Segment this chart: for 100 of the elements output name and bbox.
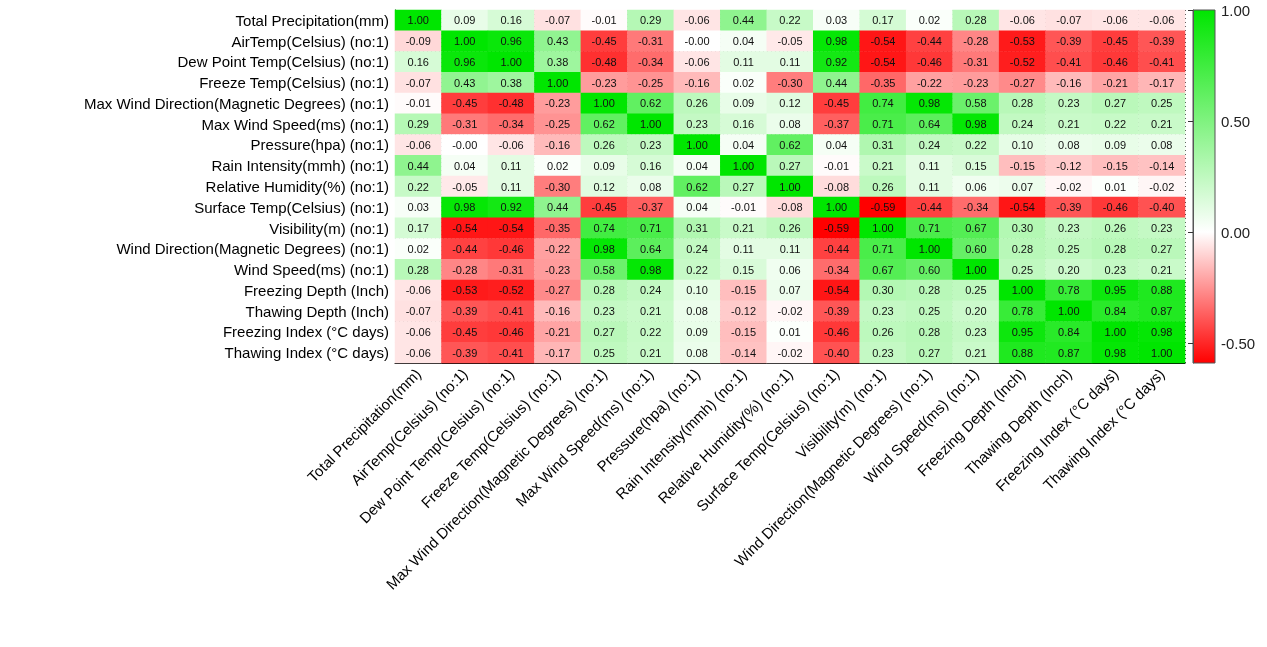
data-label: 0.21 xyxy=(965,346,987,359)
data-label: -0.22 xyxy=(545,242,571,255)
data-label: -0.02 xyxy=(1056,180,1082,193)
data-label: 0.09 xyxy=(732,97,755,110)
data-label: 0.15 xyxy=(732,263,755,276)
data-label: 0.31 xyxy=(686,222,708,235)
data-label: -0.05 xyxy=(777,35,803,48)
data-label: 1.00 xyxy=(453,35,476,48)
data-label: 0.74 xyxy=(593,222,615,235)
data-label: 0.27 xyxy=(732,180,755,193)
data-label: 0.22 xyxy=(686,263,708,276)
data-label: -0.07 xyxy=(405,76,431,89)
y-tick-label: Thawing Depth (Inch) xyxy=(245,302,389,320)
data-label: -0.01 xyxy=(405,97,431,110)
data-label: 0.02 xyxy=(732,76,755,89)
data-label: 1.00 xyxy=(1151,346,1173,359)
data-label: 0.44 xyxy=(732,14,755,27)
data-label: 0.98 xyxy=(593,242,615,255)
y-tick-label: Dew Point Temp(Celsius) (no:1) xyxy=(177,53,389,71)
data-label: -0.02 xyxy=(1149,180,1175,193)
data-label: 0.24 xyxy=(918,138,941,151)
data-label: -0.54 xyxy=(823,284,850,297)
data-label: 0.15 xyxy=(965,159,987,172)
data-label: 0.12 xyxy=(779,97,801,110)
data-label: 0.98 xyxy=(1104,346,1127,359)
data-label: -0.14 xyxy=(730,346,757,359)
data-label: -0.06 xyxy=(405,346,431,359)
color-bar-label: -0.50 xyxy=(1221,334,1256,352)
data-label: 0.08 xyxy=(1058,138,1080,151)
data-label: -0.54 xyxy=(1009,201,1035,214)
data-label: 0.88 xyxy=(1151,284,1173,297)
data-label: -0.06 xyxy=(405,138,431,151)
data-label: -0.35 xyxy=(870,76,896,89)
data-label: -0.30 xyxy=(777,76,803,89)
data-label: -0.37 xyxy=(638,201,664,214)
data-label: 0.22 xyxy=(407,180,429,193)
data-label: 0.22 xyxy=(779,14,801,27)
data-label: -0.14 xyxy=(1149,159,1175,172)
data-label: -0.39 xyxy=(1056,35,1082,48)
data-label: 0.27 xyxy=(1104,97,1127,110)
data-label: 0.25 xyxy=(1058,242,1080,255)
data-label: -0.31 xyxy=(452,118,478,131)
data-label: -0.23 xyxy=(545,263,571,276)
data-label: -0.45 xyxy=(591,201,617,214)
data-label: 1.00 xyxy=(546,76,569,89)
data-label: 0.44 xyxy=(825,76,848,89)
data-label: -0.08 xyxy=(777,201,803,214)
data-label: -0.06 xyxy=(498,138,524,151)
data-label: 0.16 xyxy=(639,159,662,172)
data-label: -0.31 xyxy=(498,263,524,276)
data-label: 0.23 xyxy=(1058,222,1080,235)
data-label: -0.15 xyxy=(730,325,757,338)
data-label: -0.17 xyxy=(545,346,571,359)
data-label: -0.09 xyxy=(405,35,431,48)
data-label: 0.29 xyxy=(639,14,662,27)
data-label: 0.71 xyxy=(639,222,662,235)
data-label: -0.44 xyxy=(452,242,478,255)
data-label: -0.54 xyxy=(452,222,478,235)
data-label: 0.60 xyxy=(965,242,987,255)
data-label: 0.22 xyxy=(965,138,987,151)
data-label: -0.15 xyxy=(1009,159,1035,172)
data-label: -0.25 xyxy=(638,76,664,89)
data-label: 0.71 xyxy=(918,222,941,235)
data-label: 0.25 xyxy=(918,305,941,318)
data-label: -0.00 xyxy=(452,138,478,151)
data-label: 0.20 xyxy=(965,305,987,318)
data-label: 0.02 xyxy=(407,242,429,255)
data-label: 0.04 xyxy=(453,159,476,172)
data-label: 0.01 xyxy=(1104,180,1127,193)
data-label: -0.28 xyxy=(963,35,989,48)
data-label: -0.16 xyxy=(545,305,571,318)
data-label: 0.26 xyxy=(686,97,708,110)
data-label: -0.46 xyxy=(498,242,524,255)
color-bar-label: 1.00 xyxy=(1221,1,1251,19)
data-label: 0.02 xyxy=(546,159,569,172)
data-label: 0.21 xyxy=(872,159,894,172)
data-label: 0.27 xyxy=(1151,242,1173,255)
data-label: 0.23 xyxy=(872,346,894,359)
y-tick-label: Wind Direction(Magnetic Degrees) (no:1) xyxy=(116,240,389,258)
data-label: -0.07 xyxy=(545,14,571,27)
data-label: -0.05 xyxy=(452,180,478,193)
data-label: 0.21 xyxy=(1151,263,1173,276)
data-label: 0.38 xyxy=(500,76,522,89)
data-label: -0.54 xyxy=(870,55,896,68)
data-label: 0.04 xyxy=(732,138,755,151)
data-label: 0.12 xyxy=(593,180,615,193)
data-label: 0.11 xyxy=(779,242,801,255)
data-label: 0.21 xyxy=(639,305,662,318)
data-label: 0.27 xyxy=(918,346,941,359)
data-label: 0.21 xyxy=(1151,118,1173,131)
data-label: 0.11 xyxy=(779,55,801,68)
data-label: -0.53 xyxy=(1009,35,1035,48)
data-label: -0.46 xyxy=(823,325,850,338)
data-label: 0.08 xyxy=(686,305,708,318)
data-label: 0.16 xyxy=(732,118,755,131)
data-label: -0.16 xyxy=(684,76,710,89)
data-label: -0.45 xyxy=(452,325,478,338)
data-label: -0.06 xyxy=(405,325,431,338)
data-label: -0.31 xyxy=(963,55,989,68)
data-label: 1.00 xyxy=(593,97,615,110)
